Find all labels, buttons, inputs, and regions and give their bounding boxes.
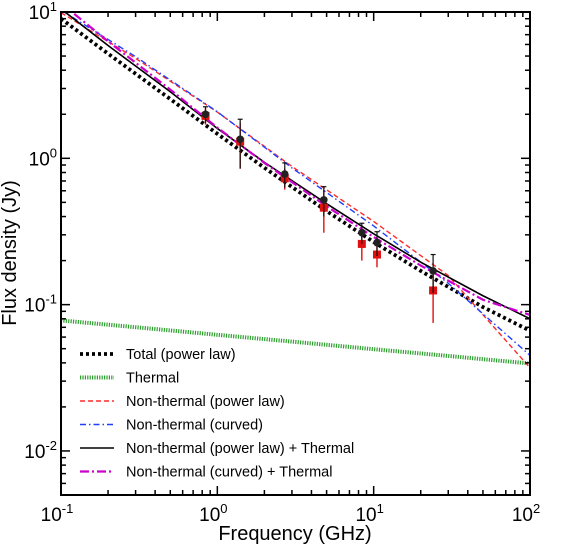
- tick-labels: 10-1 100 101 102 10-2 10-1 100 101: [24, 0, 540, 526]
- y-tick-label-2: 100: [29, 145, 57, 170]
- black-point-5: [373, 238, 381, 247]
- black-point-6: [429, 267, 437, 275]
- legend: Total (power law) Thermal Non-thermal (pow…: [80, 347, 354, 481]
- series-line-0: [61, 17, 530, 333]
- series-line-5: [70, 12, 530, 317]
- y-tick-label-0: 10-2: [24, 438, 57, 463]
- series-line-2: [61, 12, 530, 369]
- black-point-3: [320, 196, 328, 204]
- legend-label-1: Thermal: [126, 371, 179, 387]
- x-tick-label-2: 101: [355, 501, 383, 526]
- series-line-3: [62, 12, 530, 356]
- y-axis-title: Flux density (Jy): [0, 180, 21, 326]
- x-axis-title: Frequency (GHz): [218, 523, 371, 545]
- legend-label-5: Non-thermal (curved) + Thermal: [126, 465, 332, 481]
- plot-frame: [60, 11, 531, 496]
- x-tick-label-0: 10-1: [41, 501, 74, 526]
- legend-label-4: Non-thermal (power law) + Thermal: [126, 441, 354, 457]
- legend-label-3: Non-thermal (curved): [126, 418, 263, 434]
- legend-label-2: Non-thermal (power law): [126, 394, 285, 410]
- y-tick-label-3: 101: [29, 0, 57, 24]
- black-point-0: [201, 110, 210, 119]
- black-point-2: [280, 170, 289, 178]
- black-point-4: [358, 228, 366, 237]
- data-points: [201, 106, 438, 323]
- y-tick-label-1: 10-1: [24, 292, 57, 317]
- legend-label-0: Total (power law): [126, 347, 236, 363]
- axis-ticks: [60, 11, 531, 496]
- black-point-1: [236, 135, 244, 144]
- x-tick-label-1: 100: [199, 501, 227, 526]
- series-line-4: [63, 12, 530, 320]
- x-tick-label-3: 102: [512, 501, 540, 526]
- series-line-1: [61, 318, 530, 366]
- series-curves: [61, 12, 530, 369]
